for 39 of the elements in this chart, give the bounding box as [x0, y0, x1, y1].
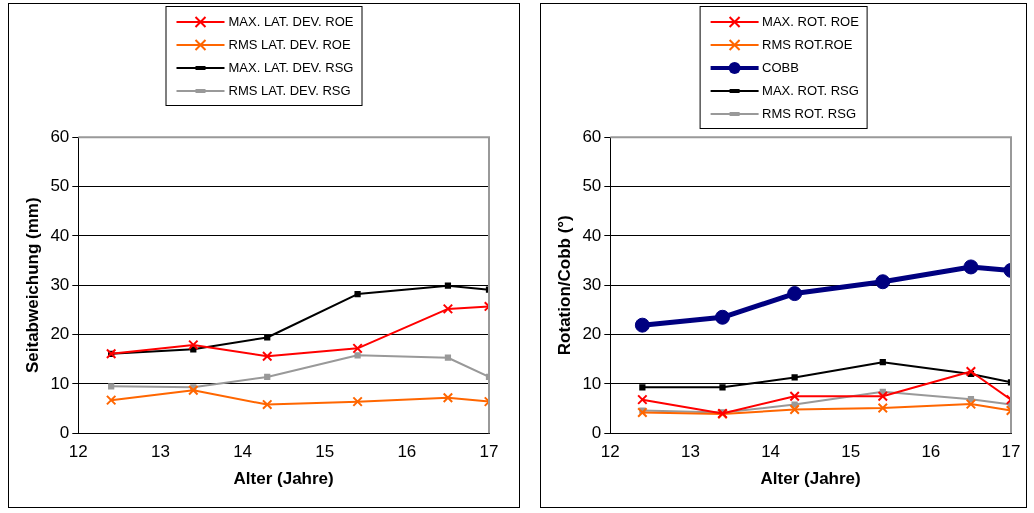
x-tick-label: 16	[921, 442, 941, 462]
y-tick-label: 10	[50, 373, 70, 393]
legend-label: COBB	[762, 60, 799, 75]
x-tick-label: 15	[841, 442, 861, 462]
x-tick-label: 12	[600, 442, 620, 462]
y-axis-title: Rotation/Cobb (°)	[554, 215, 574, 356]
x-axis-title: Alter (Jahre)	[760, 469, 861, 489]
x-tick-label: 15	[315, 442, 335, 462]
x-tick-label: 13	[680, 442, 700, 462]
y-tick-label: 20	[582, 324, 602, 344]
legend-label: RMS LAT. DEV. RSG	[228, 83, 351, 98]
y-tick-label: 0	[591, 422, 602, 442]
x-tick-label: 14	[761, 442, 781, 462]
x-tick-label: 14	[233, 442, 253, 462]
legend-label: MAX. ROT. ROE	[762, 14, 859, 29]
legend-label: MAX. ROT. RSG	[762, 83, 859, 98]
legend-label: RMS LAT. DEV. ROE	[228, 37, 351, 52]
legend-label: RMS ROT. RSG	[762, 106, 857, 121]
y-tick-label: 50	[50, 176, 70, 196]
x-axis-title: Alter (Jahre)	[233, 469, 334, 489]
y-tick-label: 0	[59, 422, 70, 442]
y-tick-label: 60	[582, 126, 602, 146]
y-tick-label: 50	[582, 176, 602, 196]
legend-label: MAX. LAT. DEV. RSG	[228, 60, 354, 75]
y-tick-label: 40	[582, 225, 602, 245]
x-tick-label: 17	[1001, 442, 1021, 462]
x-tick-label: 13	[150, 442, 170, 462]
x-tick-label: 16	[397, 442, 417, 462]
legend-label: MAX. LAT. DEV. ROE	[228, 14, 354, 29]
x-tick-label: 17	[479, 442, 499, 462]
y-tick-label: 10	[582, 373, 602, 393]
legend-label: RMS ROT.ROE	[762, 37, 853, 52]
x-tick-label: 12	[68, 442, 88, 462]
y-tick-label: 30	[582, 274, 602, 294]
y-tick-label: 30	[50, 274, 70, 294]
y-tick-label: 20	[50, 324, 70, 344]
y-axis-title: Seitabweichung (mm)	[22, 197, 42, 374]
y-tick-label: 40	[50, 225, 70, 245]
y-tick-label: 60	[50, 126, 70, 146]
